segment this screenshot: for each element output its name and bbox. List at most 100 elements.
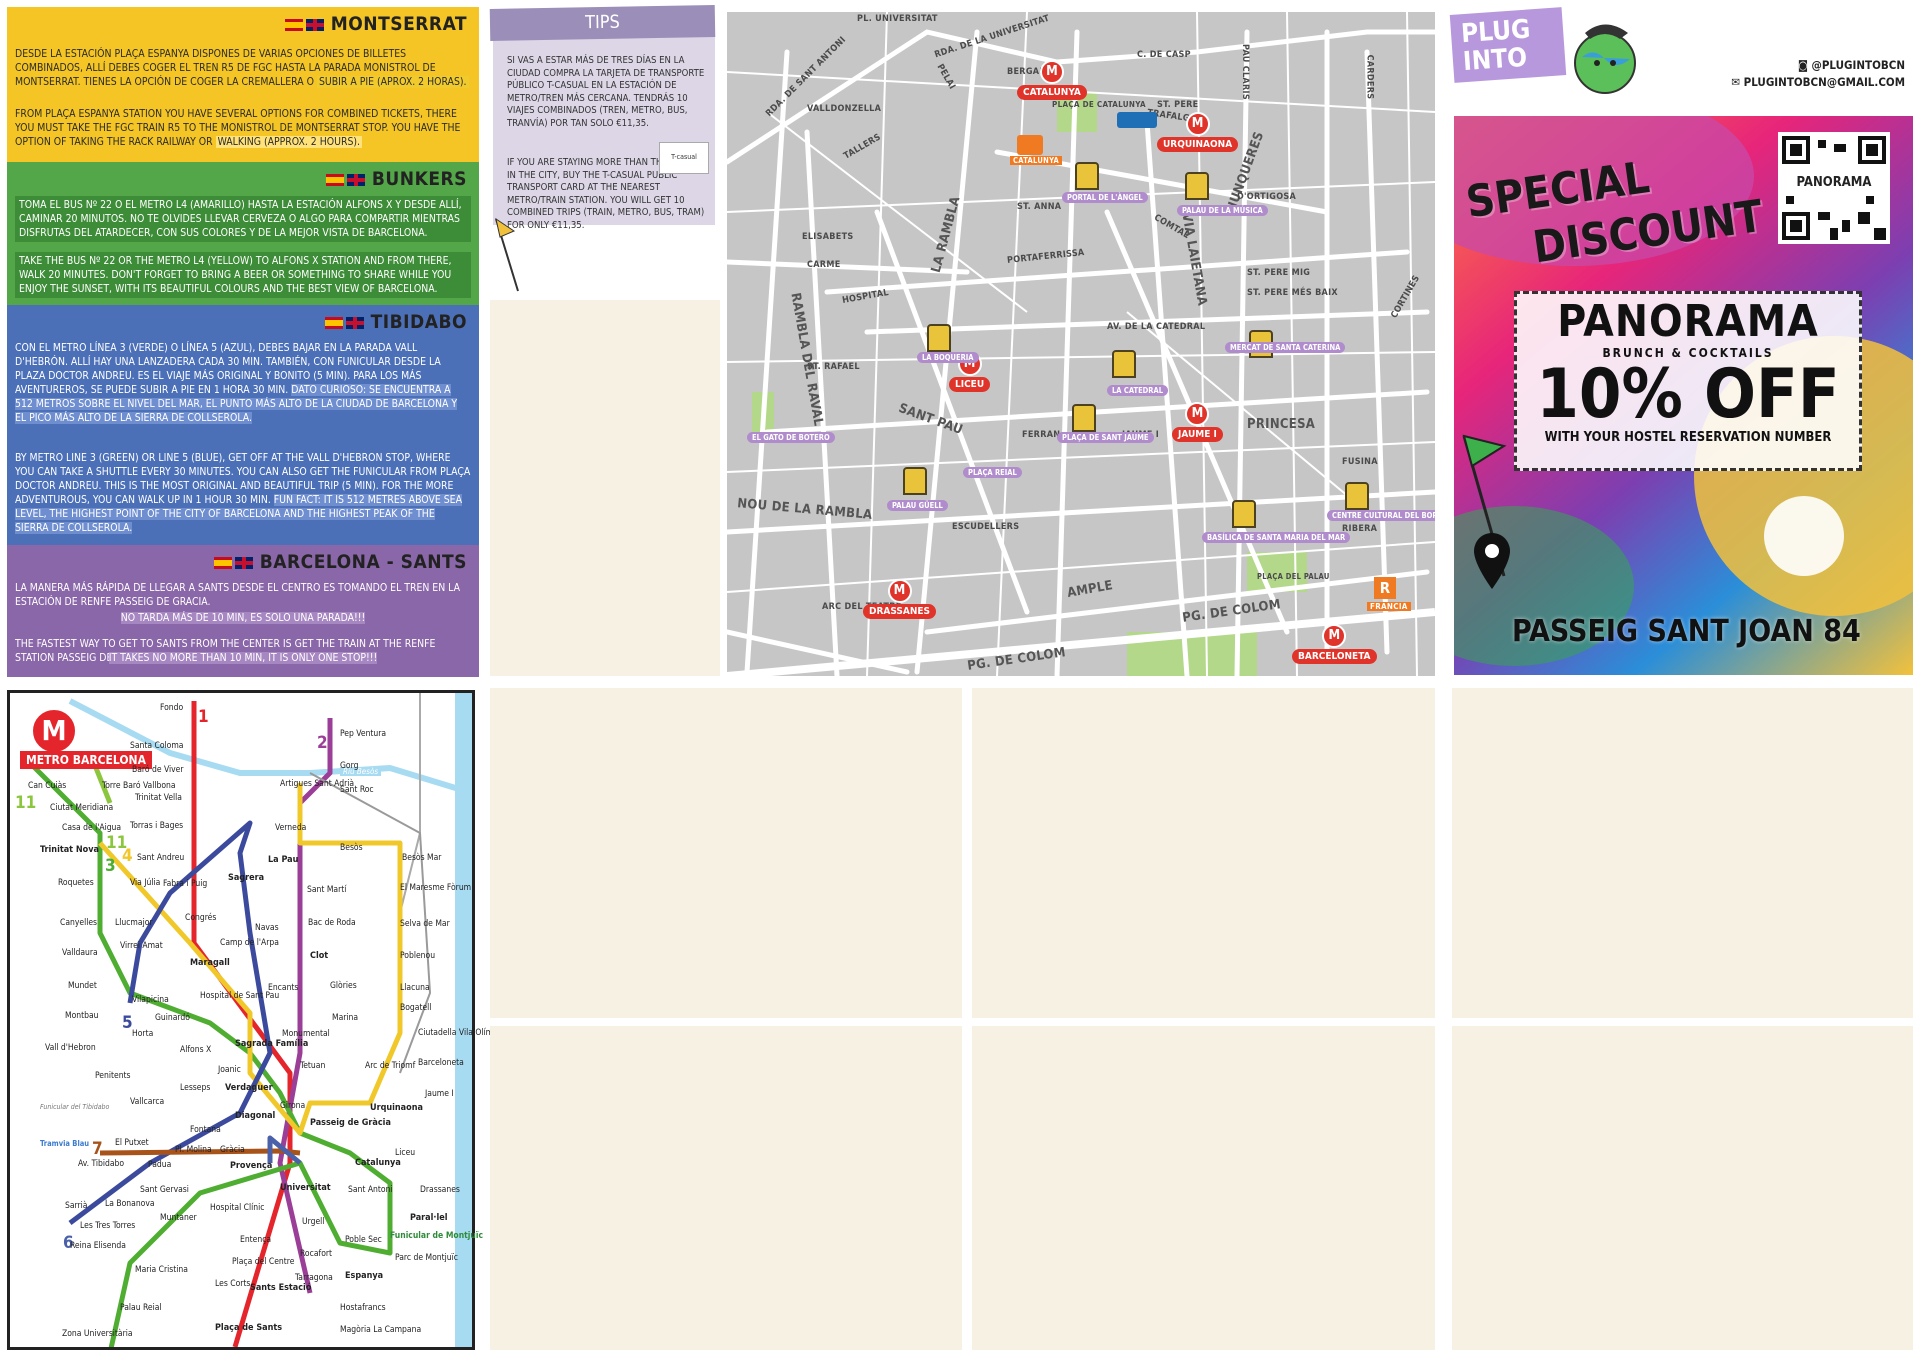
- poi-label: FRANCIA: [1367, 602, 1411, 611]
- travel-guide-panel: MONTSERRAT DESDE LA ESTACIÓN PLAÇA ESPAN…: [7, 7, 479, 677]
- monument-icon: [1112, 350, 1136, 378]
- metro-station: Espanya: [345, 1271, 384, 1281]
- monument-icon: [903, 467, 927, 495]
- metro-station: Valldaura: [62, 948, 98, 958]
- metro-station: La Bonanova: [105, 1199, 155, 1209]
- street-label: ST. PERE MIG: [1247, 268, 1311, 278]
- metro-station: Les Corts: [215, 1279, 251, 1289]
- metro-station: Fontana: [190, 1125, 221, 1135]
- metro-title: METRO BARCELONA: [20, 751, 152, 769]
- coupon-brand-sub: BRUNCH & COCKTAILS: [1602, 346, 1774, 360]
- metro-station-jaume-i[interactable]: M JAUME I: [1172, 402, 1223, 442]
- poi-label[interactable]: LA CATEDRAL: [1107, 385, 1168, 396]
- monument-icon: [1072, 404, 1096, 432]
- poi-label[interactable]: CENTRE CULTURAL DEL BORN: [1327, 510, 1435, 521]
- metro-station: Girona: [280, 1101, 306, 1111]
- montserrat-en-highlight: WALKING (APPROX. 2 HOURS).: [215, 136, 363, 148]
- metro-icon: M: [1322, 624, 1347, 648]
- metro-station-barceloneta[interactable]: M BARCELONETA: [1292, 624, 1377, 664]
- montserrat-es-text: DESDE LA ESTACIÓN PLAÇA ESPANYA DISPONES…: [15, 47, 471, 89]
- metro-station-drassanes[interactable]: M DRASSANES: [863, 579, 936, 619]
- qr-code-label: PANORAMA: [1778, 174, 1890, 192]
- metro-station: Tarragona: [295, 1273, 333, 1283]
- station-label: JAUME I: [1172, 427, 1223, 442]
- tibidabo-en-text: BY METRO LINE 3 (GREEN) OR LINE 5 (BLUE)…: [15, 452, 471, 506]
- metro-station: Mundet: [68, 981, 97, 991]
- city-map[interactable]: PL. UNIVERSITAT RDA. DE LA UNIVERSITAT P…: [727, 12, 1435, 676]
- poi-label[interactable]: MERCAT DE SANTA CATERINA: [1225, 342, 1346, 353]
- poi-label[interactable]: PALAU GÜELL: [887, 500, 948, 511]
- tibidabo-en-block: BY METRO LINE 3 (GREEN) OR LINE 5 (BLUE)…: [15, 451, 471, 535]
- metro-station: Pep Ventura: [340, 729, 387, 739]
- poi-label[interactable]: PLAÇA DE SANT JAUME: [1057, 432, 1154, 443]
- metro-station: Besòs: [340, 843, 363, 853]
- metro-station: Vall d'Hebron: [45, 1043, 96, 1053]
- metro-station: Universitat: [280, 1183, 331, 1193]
- metro-station: Glòries: [330, 981, 357, 991]
- street-label: FERRAN: [1022, 430, 1061, 440]
- street-label: AV. DE LA CATEDRAL: [1107, 322, 1206, 332]
- metro-station: Plaça de Sants: [215, 1323, 283, 1333]
- coupon-offer: 10% OFF: [1536, 355, 1840, 434]
- metro-station-catalunya[interactable]: M CATALUNYA: [1017, 60, 1087, 100]
- poi-label[interactable]: PALAU DE LA MÚSICA: [1177, 205, 1268, 216]
- metro-station: Muntaner: [160, 1213, 197, 1223]
- metro-station: Sant Roc: [340, 785, 374, 795]
- metro-station: Rocafort: [300, 1249, 333, 1259]
- metro-station: Llucmajor: [115, 918, 153, 928]
- poi-label: CATALUNYA: [1010, 156, 1063, 165]
- poi-label[interactable]: BASÍLICA DE SANTA MARIA DEL MAR: [1202, 532, 1351, 543]
- metro-station: Sant Antoni: [348, 1185, 393, 1195]
- sants-es-note: NO TARDA MÁS DE 10 MIN, ES SOLO UNA PARA…: [120, 612, 366, 624]
- metro-station: Poble Sec: [345, 1235, 382, 1245]
- instagram-icon: ◙: [1797, 58, 1812, 72]
- sants-title-text: BARCELONA - SANTS: [259, 551, 467, 573]
- metro-station: Casa de l'Aigua: [62, 823, 122, 833]
- metro-station: Horta: [132, 1029, 154, 1039]
- tcasual-card: T-casual: [659, 142, 709, 174]
- poi-label[interactable]: LA BOQUERIA: [917, 352, 979, 363]
- metro-station: Funicular de Montjuïc: [390, 1231, 484, 1241]
- metro-station: Can Cuiàs: [28, 781, 67, 791]
- metro-station-urquinaona[interactable]: M URQUINAONA: [1157, 112, 1239, 152]
- metro-station: Gorg: [340, 761, 359, 771]
- metro-station: Artigues Sant Adrià: [280, 779, 355, 789]
- metro-station: Monumental: [282, 1029, 330, 1039]
- street-label: VALLDONZELLA: [807, 104, 882, 114]
- metro-station: Drassanes: [420, 1185, 460, 1195]
- montserrat-title: MONTSERRAT: [285, 13, 467, 35]
- bunkers-section: BUNKERS TOMA EL BUS Nº 22 O EL METRO L4 …: [7, 162, 479, 305]
- tips-title: TIPS: [489, 5, 716, 41]
- spain-flag-icon: [326, 173, 345, 186]
- street-label: BERGARA: [1007, 67, 1053, 77]
- metro-station: Funicular del Tibidabo: [40, 1103, 110, 1111]
- metro-station: Verneda: [275, 823, 307, 833]
- station-label: DRASSANES: [863, 604, 936, 619]
- email-contact[interactable]: ✉ PLUGINTOBCN@GMAIL.COM: [1731, 74, 1905, 91]
- monument-icon: [1345, 482, 1369, 510]
- station-label: LICEU: [949, 377, 991, 392]
- metro-station: El Maresme Fòrum: [400, 883, 472, 893]
- metro-station: Maria Cristina: [135, 1265, 188, 1275]
- metro-station: Zona Universitària: [62, 1329, 133, 1339]
- sants-section: BARCELONA - SANTS LA MANERA MÁS RÁPIDA D…: [7, 545, 479, 677]
- metro-station: Les Tres Torres: [80, 1221, 136, 1231]
- instagram-contact[interactable]: ◙ @PLUGINTOBCN: [1731, 57, 1905, 74]
- monument-icon: [1185, 172, 1209, 200]
- sants-es-text: LA MANERA MÁS RÁPIDA DE LLEGAR A SANTS D…: [15, 582, 461, 608]
- metro-station: Montbau: [65, 1011, 99, 1021]
- line-number: 4: [122, 846, 133, 866]
- contacts: ◙ @PLUGINTOBCN ✉ PLUGINTOBCN@GMAIL.COM: [1731, 57, 1905, 91]
- poi-label[interactable]: PLAÇA REIAL: [963, 467, 1022, 478]
- uk-flag-icon: [347, 173, 366, 186]
- street-label: ST. RAFAEL: [807, 362, 860, 372]
- poi-label[interactable]: PORTAL DE L'ÀNGEL: [1062, 192, 1148, 203]
- line-number: 1: [198, 707, 209, 727]
- metro-station: La Pau: [268, 855, 299, 865]
- metro-station: Hospital Clínic: [210, 1203, 265, 1213]
- metro-station: Trinitat Vella: [135, 793, 182, 803]
- poi-label[interactable]: EL GATO DE BOTERO: [747, 432, 835, 443]
- metro-station: Tramvia Blau: [40, 1139, 90, 1148]
- metro-map[interactable]: M METRO BARCELONA Riu Besòs 1 2 3 4 5 6 …: [7, 690, 509, 1350]
- metro-station: Joanic: [218, 1065, 241, 1075]
